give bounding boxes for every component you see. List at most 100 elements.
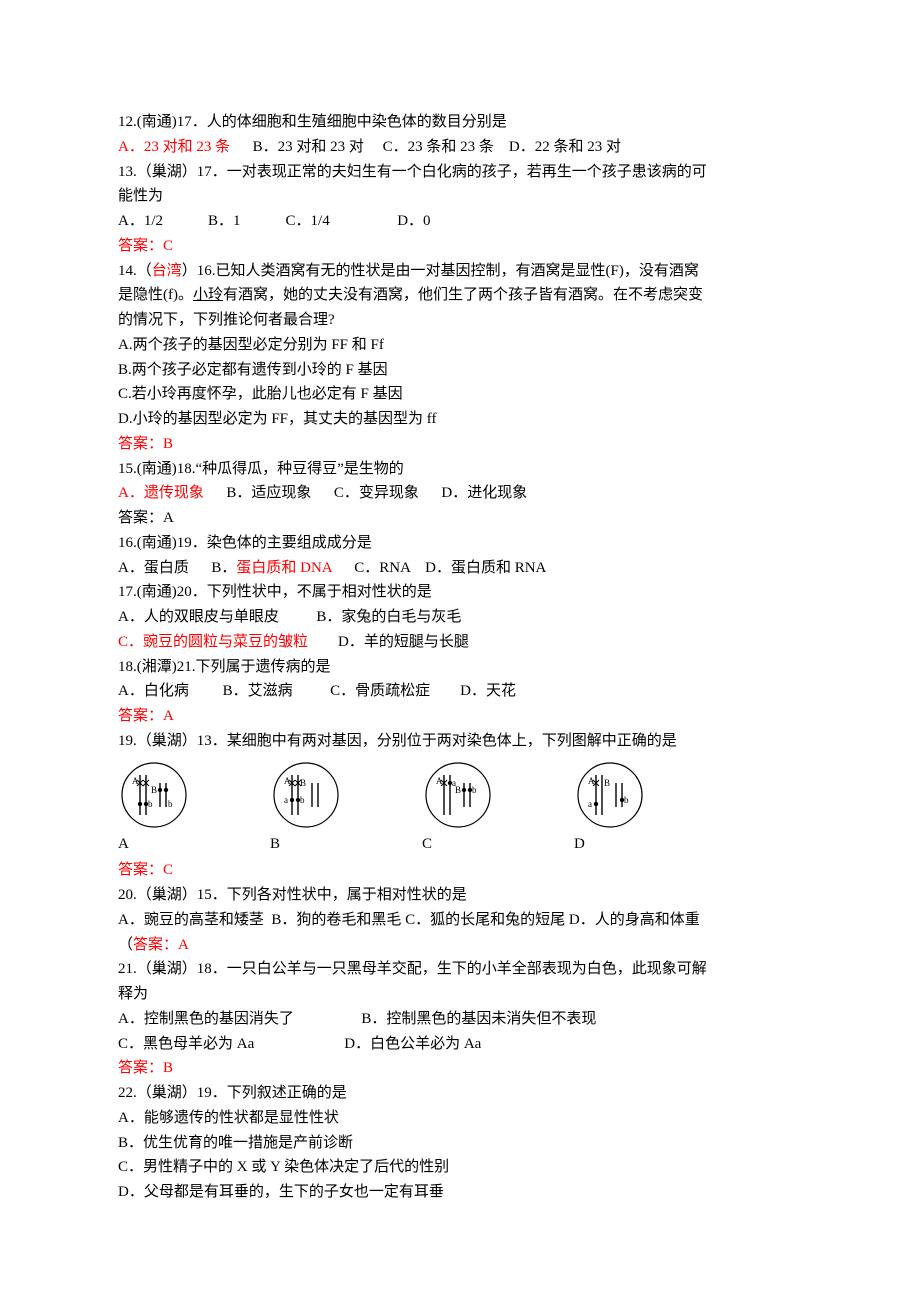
q20-ans-text: 答案：A bbox=[133, 937, 189, 953]
svg-text:B: B bbox=[300, 778, 306, 788]
q14-stem1c: ）16.已知人类酒窝有无的性状是由一对基因控制，有酒窝是显性(F)，没有酒窝 bbox=[182, 263, 699, 279]
svg-text:B: B bbox=[151, 785, 157, 795]
question-22: 22.（巢湖）19．下列叙述正确的是 A．能够遗传的性状都是显性性状 B．优生优… bbox=[118, 1081, 802, 1205]
q18-opt-d: D．天花 bbox=[460, 683, 516, 699]
q20-opt-a: A．豌豆的高茎和矮茎 bbox=[118, 912, 264, 928]
q12-opt-d: D．22 条和 23 对 bbox=[509, 139, 621, 155]
q12-stem: 12.(南通)17．人的体细胞和生殖细胞中染色体的数目分别是 bbox=[118, 110, 802, 135]
q22-opt-b: B．优生优育的唯一措施是产前诊断 bbox=[118, 1131, 802, 1156]
svg-text:A: A bbox=[284, 776, 291, 786]
q13-opt-c: C．1/4 bbox=[286, 213, 330, 229]
q12-opt-b: B．23 对和 23 对 bbox=[253, 139, 364, 155]
q13-stem-line2: 能性为 bbox=[118, 184, 802, 209]
q15-opt-c: C．变异现象 bbox=[334, 485, 419, 501]
q21-opt-b: B．控制黑色的基因未消失但不表现 bbox=[361, 1011, 596, 1027]
question-16: 16.(南通)19．染色体的主要组成成分是 A．蛋白质 B．蛋白质和 DNA C… bbox=[118, 531, 802, 581]
q20-ans-paren: （ bbox=[118, 937, 133, 953]
question-20: 20.（巢湖）15．下列各对性状中，属于相对性状的是 A．豌豆的高茎和矮茎 B．… bbox=[118, 883, 802, 957]
q14-stem2a: 是隐性(f)。 bbox=[118, 287, 193, 303]
q12-options: A．23 对和 23 条 B．23 对和 23 对 C．23 条和 23 条 D… bbox=[118, 135, 802, 160]
q14-opt-a: A.两个孩子的基因型必定分别为 FF 和 Ff bbox=[118, 333, 802, 358]
q15-stem: 15.(南通)18.“种瓜得瓜，种豆得豆”是生物的 bbox=[118, 457, 802, 482]
q14-stem2b: 小玲 bbox=[193, 287, 223, 303]
q21-opt-a: A．控制黑色的基因消失了 bbox=[118, 1011, 294, 1027]
svg-text:A: A bbox=[588, 776, 595, 786]
q14-opt-d: D.小玲的基因型必定为 FF，其丈夫的基因型为 ff bbox=[118, 407, 802, 432]
svg-text:B: B bbox=[455, 785, 461, 795]
svg-text:A: A bbox=[132, 776, 139, 786]
q14-stem-line1: 14.（台湾）16.已知人类酒窝有无的性状是由一对基因控制，有酒窝是显性(F)，… bbox=[118, 259, 802, 284]
q17-options-row1: A．人的双眼皮与单眼皮 B．家兔的白毛与灰毛 bbox=[118, 605, 802, 630]
q16-opt-a: A．蛋白质 bbox=[118, 560, 189, 576]
q13-opt-d: D．0 bbox=[397, 213, 430, 229]
q19-label-c: C bbox=[422, 832, 574, 857]
q15-answer: 答案：A bbox=[118, 506, 802, 531]
q18-opt-b: B．艾滋病 bbox=[223, 683, 293, 699]
svg-text:a: a bbox=[284, 795, 288, 805]
q18-opt-c: C．骨质疏松症 bbox=[330, 683, 430, 699]
question-18: 18.(湘潭)21.下列属于遗传病的是 A．白化病 B．艾滋病 C．骨质疏松症 … bbox=[118, 655, 802, 729]
q20-answer: （答案：A bbox=[118, 933, 802, 958]
q19-diagrams: A b B b A B a b bbox=[118, 754, 802, 832]
q21-opt-d: D．白色公羊必为 Aa bbox=[344, 1036, 481, 1052]
q14-stem1b: 台湾 bbox=[152, 263, 182, 279]
q13-opt-a: A．1/2 bbox=[118, 213, 163, 229]
q21-opt-c: C．黑色母羊必为 Aa bbox=[118, 1036, 254, 1052]
q14-stem1a: 14.（ bbox=[118, 263, 152, 279]
question-14: 14.（台湾）16.已知人类酒窝有无的性状是由一对基因控制，有酒窝是显性(F)，… bbox=[118, 259, 802, 457]
q19-diagram-labels: A B C D bbox=[118, 832, 802, 859]
question-13: 13.（巢湖）17．一对表现正常的夫妇生有一个白化病的孩子，若再生一个孩子患该病… bbox=[118, 160, 802, 259]
q20-opt-c: C．狐的长尾和兔的短尾 bbox=[405, 912, 565, 928]
q18-opt-a: A．白化病 bbox=[118, 683, 189, 699]
q20-opt-b: B．狗的卷毛和黑毛 bbox=[271, 912, 401, 928]
q14-opt-c: C.若小玲再度怀孕，此胎儿也必定有 F 基因 bbox=[118, 382, 802, 407]
q17-options-row2: C．豌豆的圆粒与菜豆的皱粒 D．羊的短腿与长腿 bbox=[118, 630, 802, 655]
q19-diagram-b: A B a b bbox=[270, 760, 422, 830]
q17-opt-d: D．羊的短腿与长腿 bbox=[338, 634, 469, 650]
q21-options-row1: A．控制黑色的基因消失了 B．控制黑色的基因未消失但不表现 bbox=[118, 1007, 802, 1032]
q18-stem: 18.(湘潭)21.下列属于遗传病的是 bbox=[118, 655, 802, 680]
q22-opt-c: C．男性精子中的 X 或 Y 染色体决定了后代的性别 bbox=[118, 1155, 802, 1180]
q15-options: A．遗传现象 B．适应现象 C．变异现象 D．进化现象 bbox=[118, 481, 802, 506]
q21-stem-line1: 21.（巢湖）18．一只白公羊与一只黑母羊交配，生下的小羊全部表现为白色，此现象… bbox=[118, 957, 802, 982]
q18-options: A．白化病 B．艾滋病 C．骨质疏松症 D．天花 bbox=[118, 679, 802, 704]
q21-answer: 答案：B bbox=[118, 1056, 802, 1081]
q17-stem: 17.(南通)20．下列性状中，不属于相对性状的是 bbox=[118, 580, 802, 605]
svg-text:b: b bbox=[472, 785, 477, 795]
question-17: 17.(南通)20．下列性状中，不属于相对性状的是 A．人的双眼皮与单眼皮 B．… bbox=[118, 580, 802, 654]
svg-text:b: b bbox=[168, 799, 173, 809]
svg-text:b: b bbox=[300, 795, 305, 805]
q21-options-row2: C．黑色母羊必为 Aa D．白色公羊必为 Aa bbox=[118, 1032, 802, 1057]
q17-opt-b: B．家兔的白毛与灰毛 bbox=[316, 609, 461, 625]
q21-stem-line2: 释为 bbox=[118, 982, 802, 1007]
question-19: 19.（巢湖）13．某细胞中有两对基因，分别位于两对染色体上，下列图解中正确的是… bbox=[118, 729, 802, 883]
svg-text:B: B bbox=[604, 778, 610, 788]
svg-text:A: A bbox=[436, 776, 443, 786]
q17-opt-a: A．人的双眼皮与单眼皮 bbox=[118, 609, 279, 625]
q13-answer: 答案：C bbox=[118, 234, 802, 259]
q12-opt-c: C．23 条和 23 条 bbox=[383, 139, 494, 155]
q20-stem: 20.（巢湖）15．下列各对性状中，属于相对性状的是 bbox=[118, 883, 802, 908]
q13-opt-b: B．1 bbox=[208, 213, 241, 229]
q19-diagram-a: A b B b bbox=[118, 760, 270, 830]
q19-label-b: B bbox=[270, 832, 422, 857]
q13-stem-line1: 13.（巢湖）17．一对表现正常的夫妇生有一个白化病的孩子，若再生一个孩子患该病… bbox=[118, 160, 802, 185]
q14-answer: 答案：B bbox=[118, 432, 802, 457]
question-12: 12.(南通)17．人的体细胞和生殖细胞中染色体的数目分别是 A．23 对和 2… bbox=[118, 110, 802, 160]
q14-opt-b: B.两个孩子必定都有遗传到小玲的 F 基因 bbox=[118, 358, 802, 383]
q16-stem: 16.(南通)19．染色体的主要组成成分是 bbox=[118, 531, 802, 556]
q16-opt-b-prefix: B． bbox=[211, 560, 236, 576]
q15-opt-b: B．适应现象 bbox=[226, 485, 311, 501]
q14-stem-line2: 是隐性(f)。小玲有酒窝，她的丈夫没有酒窝，他们生了两个孩子皆有酒窝。在不考虑突… bbox=[118, 283, 802, 308]
q15-opt-a: A．遗传现象 bbox=[118, 485, 204, 501]
q16-options: A．蛋白质 B．蛋白质和 DNA C．RNA D．蛋白质和 RNA bbox=[118, 556, 802, 581]
q13-options: A．1/2 B．1 C．1/4 D．0 bbox=[118, 209, 802, 234]
q19-diagram-d: A a B b bbox=[574, 760, 726, 830]
q16-opt-c: C．RNA bbox=[354, 560, 410, 576]
q22-opt-d: D．父母都是有耳垂的，生下的子女也一定有耳垂 bbox=[118, 1180, 802, 1205]
q15-opt-d: D．进化现象 bbox=[441, 485, 527, 501]
q17-opt-c: C．豌豆的圆粒与菜豆的皱粒 bbox=[118, 634, 308, 650]
q19-diagram-c: A a B b bbox=[422, 760, 574, 830]
q16-opt-d: D．蛋白质和 RNA bbox=[425, 560, 546, 576]
q19-label-a: A bbox=[118, 832, 270, 857]
